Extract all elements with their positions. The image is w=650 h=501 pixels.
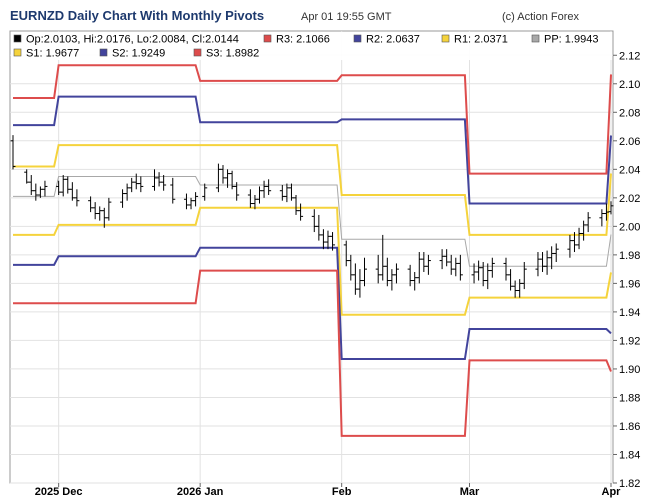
ohlc-bar	[193, 192, 199, 207]
ohlc-bar	[457, 254, 463, 281]
pivot-line-r3	[13, 64, 612, 175]
y-tick-label: 2.10	[619, 79, 640, 91]
pivot-line-r2	[13, 95, 612, 205]
ohlc-bar	[74, 189, 80, 207]
legend-label-r2: R2: 2.0637	[366, 34, 420, 46]
legend-swatch-s1	[13, 48, 22, 57]
y-tick-label: 1.94	[619, 307, 640, 319]
ohlc-bar	[10, 135, 16, 170]
pivot-line-r1	[13, 144, 612, 236]
ohlc-bar	[170, 177, 176, 204]
y-axis: 1.82 1.84 1.86 1.88 1.90 1.92 1.94 1.96 1.98 2.00…	[613, 50, 640, 490]
ohlc-bar	[161, 175, 167, 191]
grid	[10, 31, 613, 484]
y-tick-label: 1.98	[619, 250, 640, 262]
ohlc-bar	[425, 254, 431, 275]
chart-title: EURNZD Daily Chart With Monthly Pivots	[10, 8, 264, 23]
x-tick-label: 2025 Dec	[35, 486, 83, 498]
ohlc-bar	[553, 243, 559, 262]
y-tick-label: 2.06	[619, 136, 640, 148]
ohlc-bar	[585, 212, 591, 233]
ohlc-bar	[202, 183, 208, 201]
chart-credit: (c) Action Forex	[502, 11, 580, 23]
y-tick-label: 1.88	[619, 392, 640, 404]
ohlc-bar	[608, 201, 614, 215]
y-tick-label: 1.96	[619, 278, 640, 290]
legend-label-s2: S2: 1.9249	[112, 48, 165, 60]
ohlc-bar	[393, 263, 399, 284]
legend-swatch-s3	[193, 48, 202, 57]
ohlc-bar	[489, 257, 495, 278]
x-tick-label: Apr	[602, 486, 622, 498]
legend-swatch-pp	[531, 34, 540, 43]
price-bars	[10, 135, 614, 298]
ohlc-bar	[266, 179, 272, 195]
x-axis: 2025 Dec 2026 Jan Feb Mar Apr	[35, 483, 621, 498]
legend-swatch-r3	[263, 34, 272, 43]
chart-timestamp: Apr 01 19:55 GMT	[301, 11, 392, 23]
y-tick-label: 2.04	[619, 164, 640, 176]
y-tick-label: 1.92	[619, 335, 640, 347]
ohlc-bar	[521, 262, 527, 290]
y-tick-label: 2.08	[619, 107, 640, 119]
ohlc-bar	[106, 197, 112, 221]
ohlc-bar	[42, 180, 48, 197]
y-tick-label: 1.86	[619, 421, 640, 433]
pivot-line-s3	[13, 269, 612, 437]
ohlc-bar	[361, 257, 367, 287]
legend-label-s3: S3: 1.8982	[206, 48, 259, 60]
legend-label-ohlc: Op:2.0103, Hi:2.0176, Lo:2.0084, Cl:2.01…	[26, 34, 239, 46]
legend: Op:2.0103, Hi:2.0176, Lo:2.0084, Cl:2.01…	[11, 32, 612, 60]
y-tick-label: 1.82	[619, 478, 640, 490]
x-tick-label: Feb	[332, 486, 352, 498]
ohlc-bar	[234, 182, 240, 201]
legend-background	[11, 32, 612, 60]
ohlc-bar	[138, 176, 144, 193]
pivot-line-pp	[13, 176, 612, 267]
y-tick-label: 1.90	[619, 364, 640, 376]
y-tick-label: 2.02	[619, 193, 640, 205]
legend-label-r1: R1: 2.0371	[454, 34, 508, 46]
pivot-line-s2	[13, 246, 612, 360]
x-tick-label: Mar	[460, 486, 480, 498]
legend-swatch-ohlc	[13, 34, 22, 43]
legend-label-pp: PP: 1.9943	[544, 34, 598, 46]
y-tick-label: 1.84	[619, 449, 640, 461]
y-tick-label: 2.12	[619, 50, 640, 62]
legend-label-s1: S1: 1.9677	[26, 48, 79, 60]
legend-swatch-s2	[99, 48, 108, 57]
x-tick-label: 2026 Jan	[177, 486, 224, 498]
ohlc-bar	[298, 203, 304, 221]
legend-swatch-r2	[353, 34, 362, 43]
legend-label-r3: R3: 2.1066	[276, 34, 330, 46]
y-tick-label: 2.00	[619, 221, 640, 233]
ohlc-bar	[330, 232, 336, 251]
legend-swatch-r1	[441, 34, 450, 43]
